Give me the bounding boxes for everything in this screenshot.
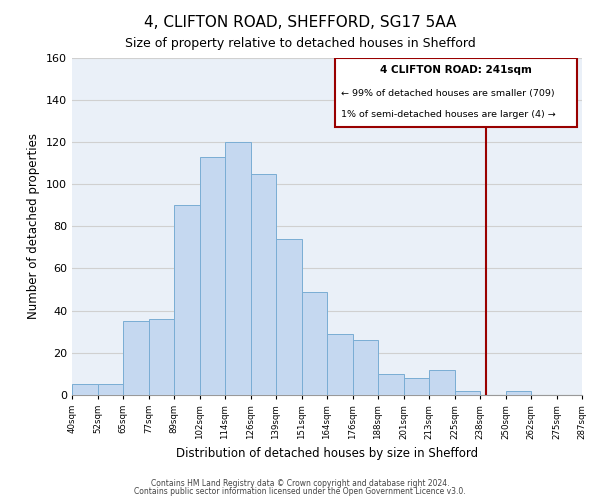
Text: Contains HM Land Registry data © Crown copyright and database right 2024.: Contains HM Land Registry data © Crown c… [151, 478, 449, 488]
Bar [404, 378, 429, 395]
Bar [353, 340, 378, 395]
Bar [225, 142, 251, 395]
Bar [123, 321, 149, 395]
Bar [327, 334, 353, 395]
Text: 4, CLIFTON ROAD, SHEFFORD, SG17 5AA: 4, CLIFTON ROAD, SHEFFORD, SG17 5AA [144, 15, 456, 30]
Bar [251, 174, 276, 395]
Bar [97, 384, 123, 395]
Bar [378, 374, 404, 395]
FancyBboxPatch shape [335, 58, 577, 127]
Bar [429, 370, 455, 395]
Bar [72, 384, 97, 395]
Text: 4 CLIFTON ROAD: 241sqm: 4 CLIFTON ROAD: 241sqm [380, 65, 532, 75]
Text: ← 99% of detached houses are smaller (709): ← 99% of detached houses are smaller (70… [341, 89, 554, 98]
Bar [455, 391, 480, 395]
Text: Size of property relative to detached houses in Shefford: Size of property relative to detached ho… [125, 38, 475, 51]
Bar [199, 156, 225, 395]
Text: 1% of semi-detached houses are larger (4) →: 1% of semi-detached houses are larger (4… [341, 110, 556, 119]
X-axis label: Distribution of detached houses by size in Shefford: Distribution of detached houses by size … [176, 447, 478, 460]
Bar [505, 391, 531, 395]
Bar [302, 292, 327, 395]
Y-axis label: Number of detached properties: Number of detached properties [28, 133, 40, 320]
Text: Contains public sector information licensed under the Open Government Licence v3: Contains public sector information licen… [134, 488, 466, 496]
Bar [276, 239, 302, 395]
Bar [149, 319, 174, 395]
Bar [174, 205, 199, 395]
